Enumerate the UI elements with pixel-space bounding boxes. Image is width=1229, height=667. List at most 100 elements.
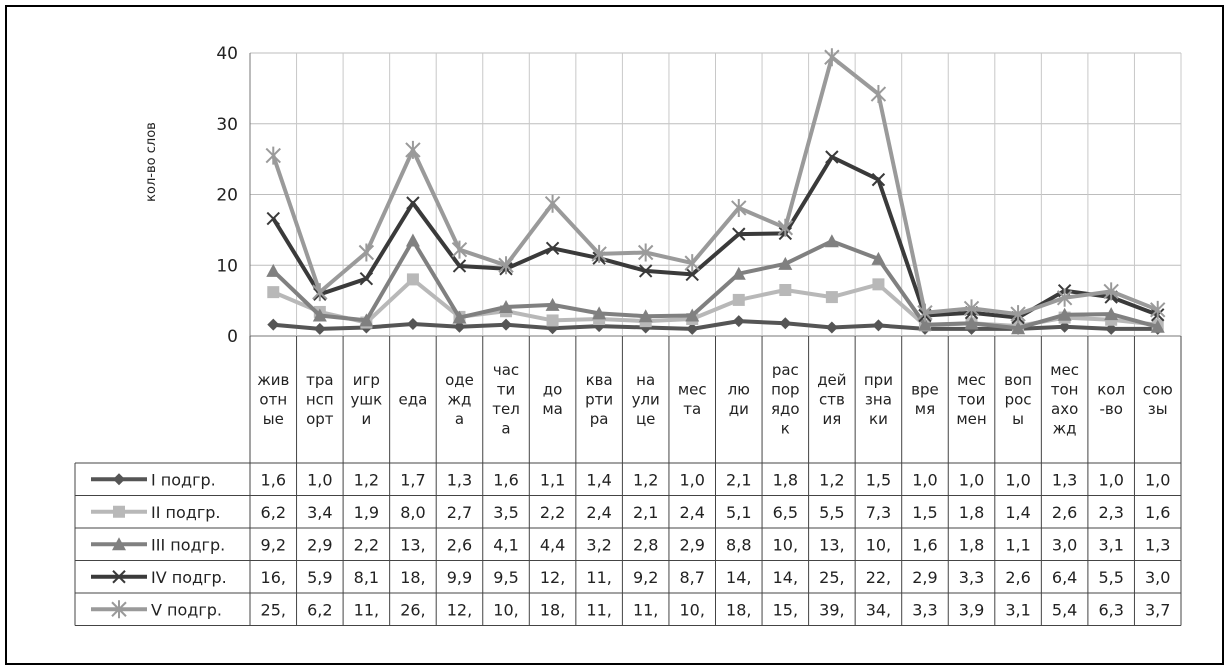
data-point	[731, 266, 746, 280]
table-cell: 4,1	[493, 535, 518, 554]
data-point	[1057, 307, 1072, 321]
table-cell: 10,	[493, 600, 518, 619]
legend-label: I подгр.	[151, 470, 216, 489]
data-point	[405, 233, 420, 247]
table-cell: 10,	[679, 600, 704, 619]
table-cell: 3,7	[1145, 600, 1170, 619]
table-cell: 15,	[773, 600, 798, 619]
y-tick-label: 30	[216, 115, 238, 135]
data-point	[731, 198, 747, 217]
data-point	[266, 211, 280, 226]
table-cell: 25,	[819, 568, 844, 587]
data-point	[963, 299, 980, 318]
data-point	[732, 315, 745, 328]
table-cell: 5,4	[1052, 600, 1077, 619]
data-point	[591, 244, 607, 263]
data-point	[1056, 288, 1073, 307]
data-point	[1104, 307, 1119, 321]
legend-key	[91, 537, 147, 551]
category-label: сою зы	[1143, 381, 1173, 419]
table-cell: 2,6	[1052, 503, 1077, 522]
table-cell: 1,0	[679, 470, 704, 489]
table-cell: 10,	[866, 535, 891, 554]
data-point	[359, 271, 374, 286]
data-point	[545, 297, 560, 311]
table-cell: 3,1	[1005, 600, 1030, 619]
category-label: рас пор ядо к	[771, 361, 800, 438]
table-cell: 1,0	[1005, 470, 1030, 489]
table-cell: 1,8	[959, 535, 984, 554]
data-point	[406, 196, 420, 210]
data-point	[405, 140, 421, 159]
table-cell: 12,	[447, 600, 472, 619]
category-label: мес та	[678, 381, 707, 419]
table-cell: 3,0	[1052, 535, 1077, 554]
data-point	[1010, 305, 1026, 324]
table-cell: 1,6	[912, 535, 937, 554]
series-line	[271, 155, 1159, 320]
data-point	[825, 150, 839, 164]
category-label: лю ди	[728, 381, 750, 419]
data-point	[685, 267, 699, 282]
category-label: оде жд а	[445, 371, 474, 428]
category-label: мес тои мен	[956, 371, 986, 428]
legend-key	[91, 473, 147, 486]
data-point	[871, 251, 886, 265]
series-line	[271, 238, 1159, 331]
table-cell: 1,3	[1145, 535, 1170, 554]
category-label: час ти тел а	[492, 361, 520, 438]
table-cell: 1,4	[1005, 503, 1030, 522]
table-cell: 1,4	[586, 470, 611, 489]
category-label: жив отн ые	[257, 371, 289, 428]
table-cell: 1,8	[959, 503, 984, 522]
data-point	[917, 303, 933, 322]
table-cell: 34,	[866, 600, 891, 619]
data-point	[592, 306, 607, 320]
data-point	[637, 243, 654, 262]
table-cell: 7,3	[866, 503, 891, 522]
table-cell: 2,9	[912, 568, 937, 587]
table-cell: 1,8	[773, 470, 798, 489]
table-cell: 1,6	[1145, 503, 1170, 522]
data-point	[872, 278, 885, 291]
table-row: V подгр. 25, 6,2 11, 26, 12, 10, 18, 11, 11, 10, 18…	[91, 600, 1170, 619]
data-point	[1103, 282, 1119, 301]
data-point	[684, 254, 700, 273]
data-point	[1150, 319, 1165, 333]
category-label: на ули це	[632, 371, 660, 428]
category-labels: жив отн ые тра нсп орт игр ушк и еда оде жд а час ти те…	[257, 361, 1173, 438]
data-point	[312, 308, 327, 322]
table-cell: 18,	[726, 600, 751, 619]
table-cell: 1,3	[1052, 470, 1077, 489]
table-cell: 11,	[586, 568, 611, 587]
table-cell: 2,9	[307, 535, 332, 554]
table-cell: 2,2	[354, 535, 379, 554]
data-point	[453, 320, 466, 333]
table-cell: 1,1	[540, 470, 565, 489]
table-cell: 6,4	[1052, 568, 1077, 587]
data-point	[638, 309, 653, 323]
table-cell: 3,9	[959, 600, 984, 619]
data-point	[499, 299, 514, 313]
legend-label: III подгр.	[151, 535, 225, 554]
data-point	[872, 319, 885, 332]
table-cell: 5,1	[726, 503, 751, 522]
series-5	[265, 48, 1166, 324]
table-cell: 22,	[866, 568, 891, 587]
table-row: I подгр. 1,6 1,0 1,2 1,7 1,3 1,6 1,1 1,4 1,2 1,0 2,…	[91, 470, 1170, 489]
data-point	[265, 146, 281, 165]
table-row: II подгр. 6,2 3,4 1,9 8,0 2,7 3,5 2,2 2,4 2,1 2,4 5…	[91, 503, 1170, 522]
table-cell: 3,3	[959, 568, 984, 587]
data-point	[779, 284, 792, 297]
table-cell: 1,2	[354, 470, 379, 489]
y-tick-label: 40	[216, 44, 238, 64]
series-lines	[265, 48, 1166, 335]
data-point	[1058, 320, 1071, 333]
table-cell: 2,4	[586, 503, 611, 522]
table-cell: 6,2	[307, 600, 332, 619]
table-cell: 9,2	[261, 535, 286, 554]
series-line	[271, 55, 1159, 317]
data-point	[685, 308, 700, 322]
table-cell: 18,	[400, 568, 425, 587]
data-point	[779, 317, 792, 330]
